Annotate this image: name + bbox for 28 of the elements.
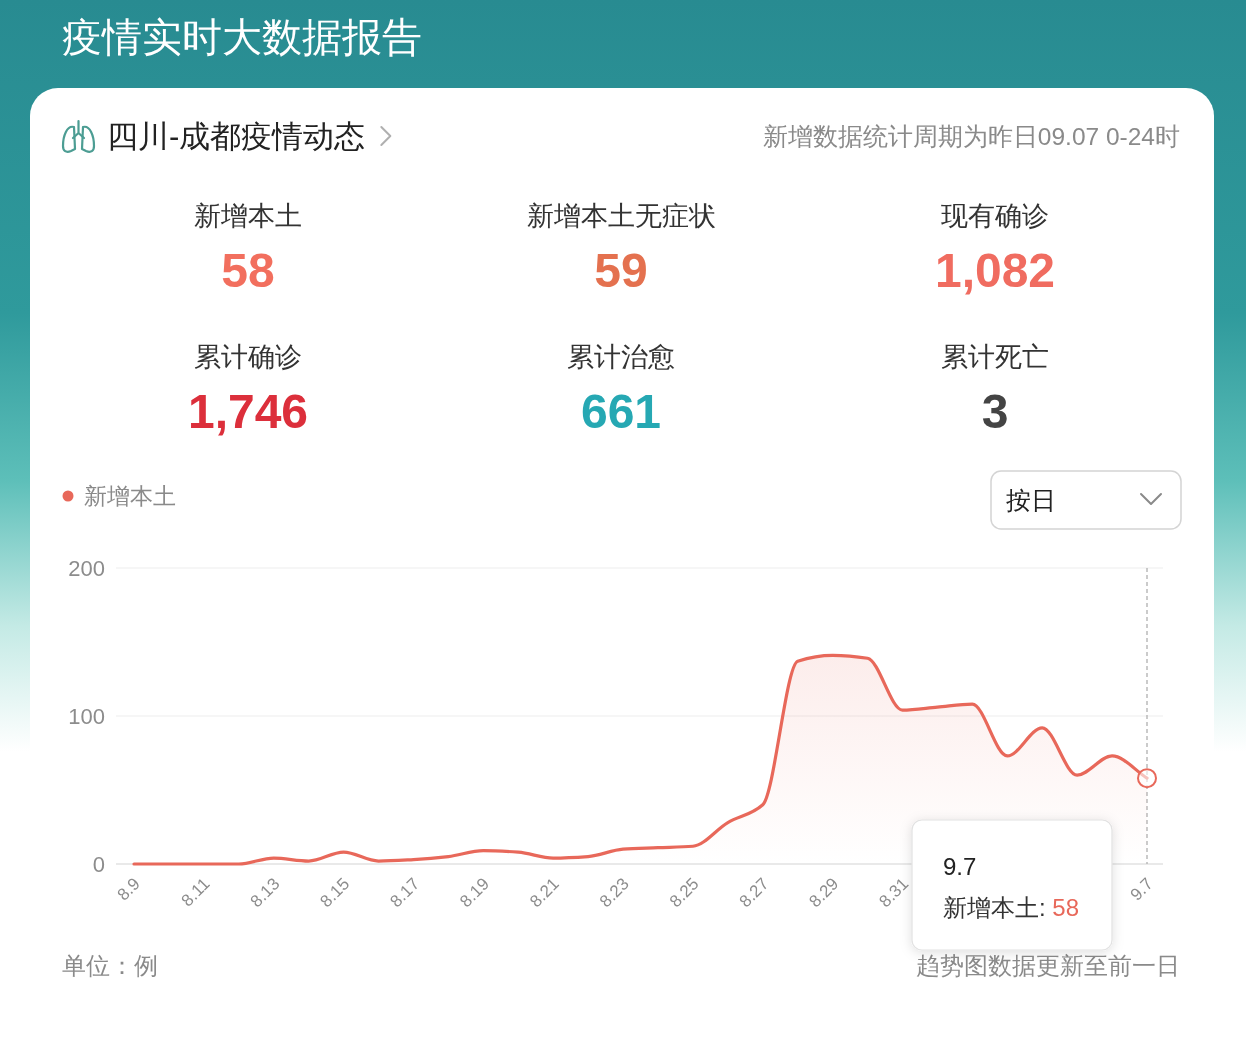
text: 1,082 xyxy=(934,244,1056,297)
category-label: 新增本土无症状 xyxy=(526,201,716,231)
text: 疫情实时大数据报告 xyxy=(62,15,422,59)
y-tick-label: 0 xyxy=(92,851,105,877)
text: 661 xyxy=(580,385,662,438)
y-tick-label: 200 xyxy=(68,555,105,581)
text: 59 xyxy=(594,244,648,297)
category-label: 累计治愈 xyxy=(567,342,675,372)
text: 新增数据统计周期为昨日09.07 0-24时 xyxy=(762,123,1180,150)
category-label: 累计死亡 xyxy=(941,342,1049,372)
category-label: 新增本土 xyxy=(194,201,302,231)
x-tick-label: 8.31 xyxy=(875,874,913,912)
y-tick-label: 100 xyxy=(68,703,105,729)
x-tick-label: 8.11 xyxy=(177,874,214,911)
text: 按日 xyxy=(1006,486,1056,514)
category-label: 现有确诊 xyxy=(941,201,1049,231)
text: 1,746 xyxy=(187,385,309,438)
x-tick-label: 8.9 xyxy=(113,874,144,905)
x-tick-label: 8.21 xyxy=(526,874,563,912)
x-tick-label: 9.7 xyxy=(1126,874,1157,905)
category-label: 累计确诊 xyxy=(194,342,302,372)
text: 四川-成都疫情动态 xyxy=(107,119,366,154)
text: 3 xyxy=(981,385,1009,438)
text: 58 xyxy=(221,244,275,297)
annotation: 9.7 新增本土: 58 xyxy=(943,852,1080,921)
legend-label: 新增本土 xyxy=(84,483,176,509)
text: 趋势图数据更新至前一日 xyxy=(916,951,1180,979)
text: 单位：例 xyxy=(62,951,158,979)
